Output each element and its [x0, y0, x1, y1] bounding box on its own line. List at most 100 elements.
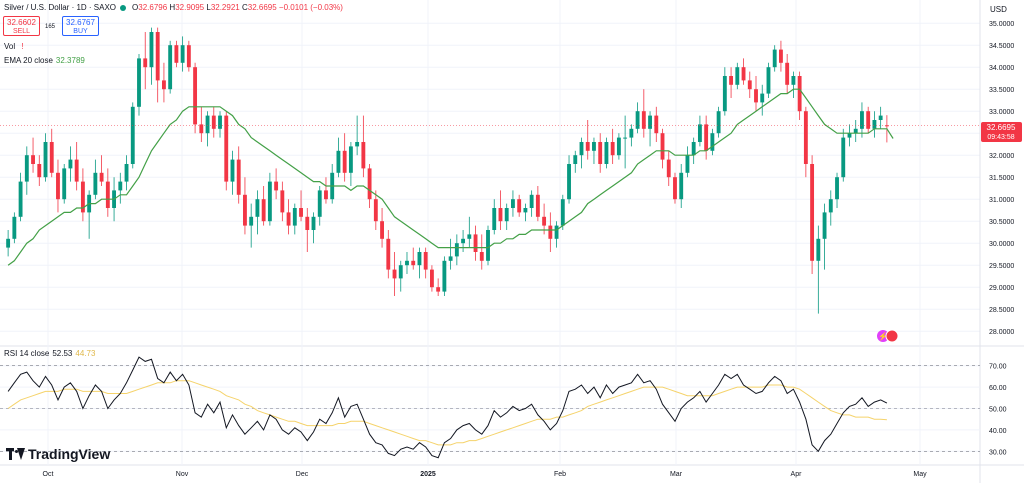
- candle-body: [37, 164, 42, 178]
- candle-body: [361, 142, 366, 169]
- spread-value: 165: [45, 24, 56, 30]
- candle-body: [554, 225, 559, 239]
- candle-body: [218, 115, 222, 129]
- candle-body: [567, 164, 571, 200]
- candle-body: [473, 234, 478, 252]
- candle-body: [199, 124, 204, 134]
- candle-body: [6, 238, 11, 248]
- ema-legend[interactable]: EMA 20 close 32.3789: [4, 56, 85, 65]
- tradingview-logo[interactable]: TradingView: [6, 446, 110, 462]
- candle-body: [884, 125, 889, 127]
- rsi-tick-label: 70.00: [989, 364, 1007, 371]
- candle-body: [118, 181, 123, 191]
- candle-body: [560, 199, 565, 226]
- candle-body: [180, 45, 185, 63]
- candle-body: [367, 168, 372, 200]
- candle-body: [99, 172, 104, 182]
- candle-body: [305, 216, 310, 230]
- candle-body: [691, 142, 696, 156]
- candle-body: [442, 260, 447, 292]
- price-tick-label: 34.0000: [989, 65, 1014, 72]
- time-tick-label: May: [913, 471, 927, 478]
- candle-body: [685, 155, 690, 173]
- buy-button[interactable]: 32.6767 BUY: [62, 16, 99, 36]
- tradingview-icon: [6, 448, 25, 460]
- candle-body: [12, 216, 17, 239]
- candle-body: [267, 181, 272, 222]
- candle-body: [598, 142, 603, 164]
- candle-body: [168, 45, 173, 90]
- rsi-axis[interactable]: 30.00 40.00 50.00 60.00 70.00: [989, 364, 1007, 457]
- low-label: L: [206, 3, 211, 12]
- candle-body: [31, 155, 35, 164]
- candle-body: [405, 260, 409, 266]
- alert-icon: !: [21, 42, 24, 51]
- candle-body: [511, 199, 515, 208]
- price-axis[interactable]: 28.0000 28.5000 29.0000 29.5000 30.0000 30.50…: [989, 21, 1014, 336]
- candle-body: [348, 146, 353, 173]
- time-tick-label: Apr: [791, 471, 803, 478]
- countdown-label: 09:43:58: [987, 134, 1014, 141]
- candle-body: [641, 111, 646, 129]
- last-price-badge: [981, 122, 1022, 142]
- candle-body: [735, 67, 740, 85]
- time-tick-label: 2025: [420, 471, 436, 478]
- candle-body: [230, 159, 235, 182]
- candle-body: [380, 221, 384, 239]
- candle-body: [797, 76, 802, 112]
- candle-body: [760, 93, 765, 103]
- candle-body: [243, 194, 247, 226]
- candle-body: [448, 256, 453, 261]
- candle-body: [68, 159, 73, 169]
- rsi-label: RSI 14 close: [4, 349, 50, 358]
- price-tick-label: 35.0000: [989, 21, 1014, 28]
- rsi-legend[interactable]: RSI 14 close 52.53 44.73: [4, 349, 95, 358]
- candle-body: [479, 252, 484, 261]
- close-value: 32.6695: [247, 3, 277, 12]
- candle-body: [249, 216, 254, 226]
- candle-body: [754, 89, 758, 103]
- symbol-title[interactable]: Silver / U.S. Dollar · 1D · SAXO: [4, 3, 117, 12]
- candle-body: [542, 216, 547, 226]
- price-tick-label: 31.5000: [989, 175, 1014, 182]
- candle-body: [529, 194, 534, 208]
- candle-body: [486, 230, 490, 261]
- vol-label: Vol: [4, 42, 16, 51]
- candle-body: [822, 212, 827, 239]
- time-axis[interactable]: Oct Nov Dec 2025 Feb Mar Apr May: [43, 471, 928, 478]
- candle-body: [791, 76, 796, 85]
- price-tick-label: 31.0000: [989, 197, 1014, 204]
- candle-body: [143, 58, 148, 68]
- candle-body: [785, 62, 790, 85]
- candle-body: [616, 137, 621, 156]
- candle-body: [816, 238, 821, 261]
- flag-icon[interactable]: ⚡: [877, 329, 899, 343]
- volume-legend[interactable]: Vol !: [4, 42, 24, 51]
- candle-body: [585, 142, 590, 151]
- candle-body: [80, 181, 85, 213]
- candle-body: [56, 172, 60, 200]
- candle-body: [411, 260, 416, 266]
- sell-button[interactable]: 32.6602 SELL: [3, 16, 40, 36]
- candle-body: [224, 115, 229, 182]
- candle-body: [710, 133, 715, 151]
- candle-body: [193, 67, 198, 125]
- high-value: 32.9095: [175, 3, 205, 12]
- candle-body: [454, 243, 459, 257]
- price-tick-label: 30.0000: [989, 241, 1014, 248]
- price-tick-label: 30.5000: [989, 219, 1014, 226]
- candle-body: [137, 58, 141, 107]
- price-tick-label: 29.5000: [989, 263, 1014, 270]
- candle-body: [299, 208, 303, 217]
- sell-price: 32.6602: [7, 18, 36, 27]
- currency-label[interactable]: USD: [990, 5, 1007, 14]
- candle-body: [286, 212, 291, 226]
- price-tick-label: 32.0000: [989, 153, 1014, 160]
- candle-body: [274, 181, 279, 191]
- candle-body: [49, 142, 54, 173]
- rsi-tick-label: 60.00: [989, 385, 1007, 392]
- candle-body: [373, 199, 378, 222]
- candle-body: [610, 142, 615, 156]
- rsi-tick-label: 50.00: [989, 407, 1007, 414]
